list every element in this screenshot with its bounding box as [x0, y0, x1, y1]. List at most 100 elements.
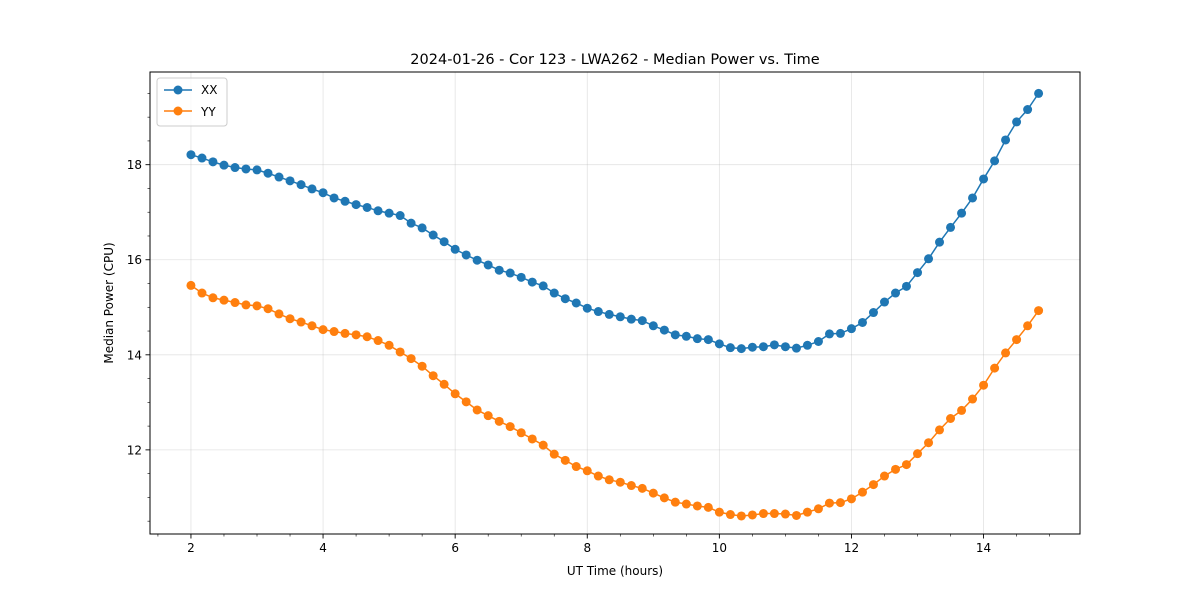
- series-xx-point: [604, 309, 614, 319]
- series-xx-point: [549, 288, 559, 298]
- series-yy-point: [670, 497, 680, 507]
- series-xx-point: [648, 321, 658, 331]
- series-yy-point: [935, 425, 945, 435]
- series-yy-point: [307, 321, 317, 331]
- series-yy-point: [780, 509, 790, 519]
- series-xx-point: [483, 260, 493, 270]
- plot-area-frame: [149, 71, 1081, 535]
- series-xx-point: [395, 211, 405, 221]
- series-yy-point: [505, 422, 515, 432]
- series-yy-point: [263, 304, 273, 314]
- series-xx-point: [307, 184, 317, 194]
- series-yy-point: [1034, 306, 1044, 316]
- series-xx-point: [516, 272, 526, 282]
- series-yy-point: [428, 371, 438, 381]
- series-xx-point: [659, 325, 669, 335]
- series-xx-point: [637, 316, 647, 326]
- series-xx-point: [714, 339, 724, 349]
- series-xx-point: [318, 188, 328, 198]
- series-yy-point: [219, 295, 229, 305]
- series-yy-point: [252, 301, 262, 311]
- series-yy-point: [946, 414, 956, 423]
- series-xx-point: [208, 157, 218, 167]
- series-xx-point: [186, 150, 196, 160]
- series-xx-point: [901, 281, 911, 291]
- series-yy-point: [582, 466, 592, 476]
- series-yy-point: [395, 347, 405, 357]
- chart-title: 2024-01-26 - Cor 123 - LWA262 - Median P…: [410, 52, 819, 68]
- series-xx-point: [681, 331, 691, 341]
- series-yy-point: [769, 509, 779, 519]
- series-yy-point: [913, 449, 923, 459]
- series-xx-point: [296, 180, 306, 190]
- series-xx-point: [725, 343, 735, 353]
- series-yy-point: [659, 493, 669, 503]
- series-yy-point: [758, 509, 768, 519]
- series-yy-point: [637, 483, 647, 493]
- series-yy-point: [901, 460, 911, 470]
- series-yy-point: [351, 330, 361, 340]
- series-xx-point: [979, 174, 989, 184]
- series-layer: [186, 88, 1044, 521]
- x-tick-label: 4: [319, 541, 327, 555]
- series-yy-point: [593, 471, 603, 481]
- series-xx-point: [769, 340, 779, 350]
- series-yy-point: [417, 361, 427, 371]
- series-xx-point: [968, 193, 978, 203]
- series-yy-point: [835, 498, 845, 508]
- legend: XX YY: [156, 77, 228, 127]
- series-yy-point: [439, 379, 449, 389]
- legend-xx-marker: [173, 85, 183, 95]
- series-yy-point: [968, 394, 978, 404]
- series-yy-point: [538, 440, 548, 450]
- series-yy-point: [725, 510, 735, 520]
- series-xx-point: [747, 342, 757, 352]
- series-yy-point: [736, 511, 746, 521]
- series-xx-point: [946, 222, 956, 232]
- series-yy-point: [461, 397, 471, 407]
- series-xx-point: [384, 208, 394, 218]
- x-axis-label: UT Time (hours): [567, 564, 663, 578]
- y-tick-label: 12: [127, 443, 142, 457]
- series-xx-point: [285, 176, 295, 186]
- axis-ticks: 2 4 6 8 10 12 14 12 14 16 18: [127, 93, 1050, 555]
- series-yy-point: [791, 510, 801, 520]
- series-xx-point: [428, 230, 438, 240]
- y-axis-label: Median Power (CPU): [102, 242, 116, 363]
- series-xx-point: [351, 200, 361, 210]
- series-xx-point: [406, 218, 416, 228]
- series-yy-point: [813, 504, 823, 514]
- series-xx-point: [538, 281, 548, 291]
- series-yy-point: [406, 354, 416, 364]
- series-yy-point: [230, 298, 240, 308]
- series-yy-point: [362, 332, 372, 342]
- series-xx-point: [450, 244, 460, 254]
- series-yy-point: [924, 438, 934, 448]
- x-tick-label: 6: [451, 541, 459, 555]
- series-xx-point: [813, 337, 823, 346]
- series-xx-point: [736, 344, 746, 354]
- x-tick-label: 10: [712, 541, 727, 555]
- series-yy-point: [703, 502, 713, 512]
- series-yy-point: [692, 501, 702, 511]
- y-tick-label: 16: [127, 253, 142, 267]
- series-yy-point: [549, 449, 559, 459]
- series-xx-point: [857, 317, 867, 327]
- series-xx-point: [615, 312, 625, 322]
- series-yy-point: [516, 428, 526, 438]
- series-yy-point: [857, 487, 867, 497]
- series-xx-point: [582, 303, 592, 313]
- series-yy-point: [615, 477, 625, 487]
- series-yy-point: [208, 293, 218, 303]
- series-xx-point: [362, 202, 372, 212]
- series-xx-point: [505, 268, 515, 278]
- series-xx-point: [802, 340, 812, 350]
- legend-yy-marker: [173, 106, 183, 116]
- series-yy-point: [1001, 348, 1011, 358]
- series-yy-point: [571, 462, 581, 472]
- series-xx-point: [1034, 88, 1044, 98]
- series-yy-point: [990, 363, 1000, 373]
- series-yy-point: [450, 389, 460, 399]
- series-yy-point: [891, 464, 901, 474]
